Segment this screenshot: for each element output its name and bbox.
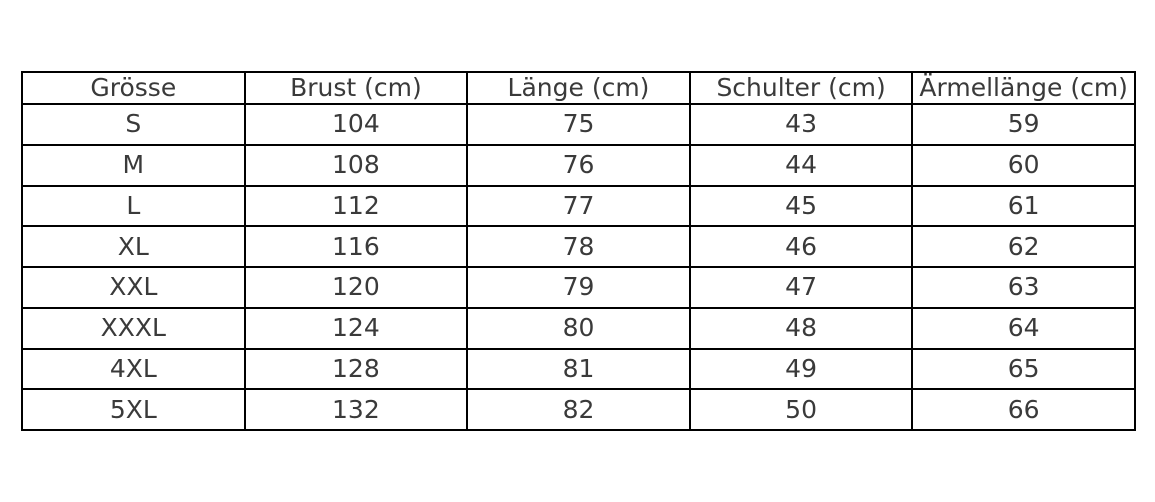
table-row: M 108 76 44 60 xyxy=(21,143,1136,187)
measurement-cell: 45 xyxy=(688,184,914,228)
size-label-cell: L xyxy=(21,184,246,228)
column-header-2: Länge (cm) xyxy=(466,71,691,105)
measurement-cell: 50 xyxy=(688,388,914,431)
column-header-0: Grösse xyxy=(21,71,246,105)
measurement-cell: 66 xyxy=(911,388,1136,431)
size-label-cell: XXL xyxy=(21,266,246,309)
column-header-3: Schulter (cm) xyxy=(688,71,914,105)
column-header-1: Brust (cm) xyxy=(243,71,469,105)
measurement-cell: 60 xyxy=(911,143,1136,187)
measurement-cell: 132 xyxy=(243,388,469,431)
size-chart-body: S 104 75 43 59 M 108 76 44 60 L 112 77 45 61 XL 116 78 46 6… xyxy=(21,103,1136,431)
size-label-cell: XL xyxy=(21,225,246,268)
measurement-cell: 82 xyxy=(466,388,691,431)
measurement-cell: 59 xyxy=(911,103,1136,146)
measurement-cell: 65 xyxy=(911,347,1136,391)
size-label-cell: S xyxy=(21,103,246,146)
measurement-cell: 78 xyxy=(466,225,691,268)
table-row: 4XL 128 81 49 65 xyxy=(21,347,1136,391)
measurement-cell: 112 xyxy=(243,184,469,228)
size-label-cell: 5XL xyxy=(21,388,246,431)
measurement-cell: 124 xyxy=(243,306,469,350)
measurement-cell: 47 xyxy=(688,266,914,309)
size-label-cell: XXXL xyxy=(21,306,246,350)
measurement-cell: 61 xyxy=(911,184,1136,228)
measurement-cell: 62 xyxy=(911,225,1136,268)
measurement-cell: 80 xyxy=(466,306,691,350)
table-row: XXXL 124 80 48 64 xyxy=(21,306,1136,350)
measurement-cell: 104 xyxy=(243,103,469,146)
header-row: Grösse Brust (cm) Länge (cm) Schulter (cm) Ä… xyxy=(21,71,1136,105)
size-label-cell: 4XL xyxy=(21,347,246,391)
size-chart-header: Grösse Brust (cm) Länge (cm) Schulter (cm) Ä… xyxy=(21,71,1136,105)
measurement-cell: 77 xyxy=(466,184,691,228)
measurement-cell: 81 xyxy=(466,347,691,391)
size-chart-table: Grösse Brust (cm) Länge (cm) Schulter (cm) Ä… xyxy=(21,71,1136,431)
measurement-cell: 79 xyxy=(466,266,691,309)
measurement-cell: 128 xyxy=(243,347,469,391)
table-row: L 112 77 45 61 xyxy=(21,184,1136,228)
measurement-cell: 76 xyxy=(466,143,691,187)
measurement-cell: 63 xyxy=(911,266,1136,309)
measurement-cell: 46 xyxy=(688,225,914,268)
size-label-cell: M xyxy=(21,143,246,187)
table-row: XL 116 78 46 62 xyxy=(21,225,1136,268)
measurement-cell: 44 xyxy=(688,143,914,187)
column-header-4: Ärmellänge (cm) xyxy=(911,71,1136,105)
table-row: XXL 120 79 47 63 xyxy=(21,266,1136,309)
measurement-cell: 120 xyxy=(243,266,469,309)
measurement-cell: 75 xyxy=(466,103,691,146)
table-row: 5XL 132 82 50 66 xyxy=(21,388,1136,431)
measurement-cell: 49 xyxy=(688,347,914,391)
measurement-cell: 64 xyxy=(911,306,1136,350)
measurement-cell: 116 xyxy=(243,225,469,268)
table-row: S 104 75 43 59 xyxy=(21,103,1136,146)
measurement-cell: 108 xyxy=(243,143,469,187)
measurement-cell: 43 xyxy=(688,103,914,146)
measurement-cell: 48 xyxy=(688,306,914,350)
